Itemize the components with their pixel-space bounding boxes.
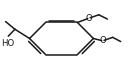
Text: O: O: [99, 36, 106, 45]
Text: O: O: [85, 14, 92, 23]
Text: HO: HO: [1, 39, 14, 48]
